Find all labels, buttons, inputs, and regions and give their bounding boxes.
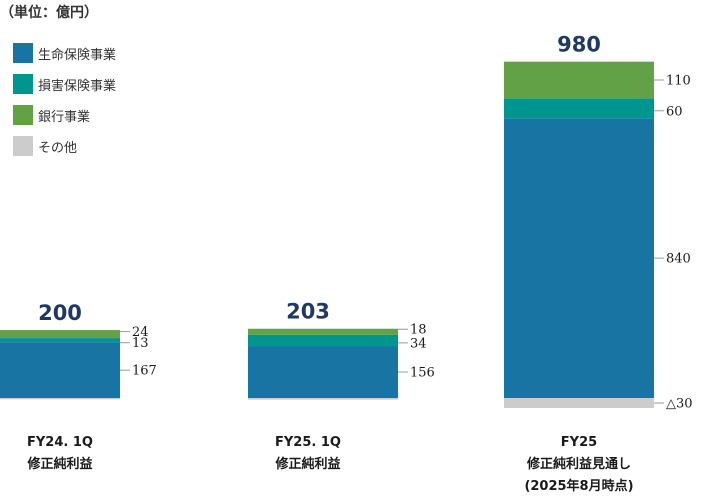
unit-label: （単位：億円） bbox=[0, 5, 98, 21]
segment-value-label: 24 bbox=[132, 325, 149, 340]
bar-segment bbox=[0, 338, 120, 343]
total-label: 203 bbox=[286, 300, 330, 324]
category-label: FY25. 1Q bbox=[275, 435, 341, 450]
bar-segment bbox=[504, 118, 654, 398]
category-label: 修正純利益見通し bbox=[526, 456, 631, 472]
legend-label-bank: 銀行事業 bbox=[38, 109, 91, 125]
category-label: 修正純利益 bbox=[26, 456, 92, 472]
category-label: FY24. 1Q bbox=[27, 435, 93, 450]
legend-label-nonlife: 損害保険事業 bbox=[38, 78, 117, 94]
legend-label-other: その他 bbox=[38, 140, 78, 156]
segment-value-label: 60 bbox=[666, 104, 683, 119]
legend-item-bank: 銀行事業 bbox=[13, 104, 116, 126]
legend-swatch-nonlife bbox=[13, 74, 33, 94]
legend-item-life: 生命保険事業 bbox=[13, 42, 116, 64]
legend-item-other: その他 bbox=[13, 135, 116, 157]
bar-segment bbox=[504, 398, 654, 408]
segment-value-label: 110 bbox=[666, 73, 691, 88]
legend-swatch-other bbox=[13, 136, 33, 156]
bar-segment bbox=[248, 328, 398, 335]
total-label: 200 bbox=[38, 301, 82, 325]
segment-value-label: 167 bbox=[132, 364, 157, 379]
bar-segment bbox=[0, 330, 120, 339]
segment-value-label: 34 bbox=[410, 336, 427, 351]
total-label: 980 bbox=[557, 33, 601, 57]
category-label: (2025年8月時点) bbox=[524, 478, 633, 494]
bar-segment bbox=[0, 398, 120, 400]
category-label: 修正純利益 bbox=[274, 456, 340, 472]
bar-segment bbox=[248, 334, 398, 347]
bar-segment bbox=[248, 398, 398, 400]
bar-segment bbox=[504, 98, 654, 119]
segment-value-label: 156 bbox=[410, 366, 435, 381]
legend-swatch-life bbox=[13, 43, 33, 63]
legend: 生命保険事業 損害保険事業 銀行事業 その他 bbox=[13, 42, 116, 166]
bar-segment bbox=[248, 346, 398, 398]
segment-value-label: 18 bbox=[410, 323, 427, 338]
legend-label-life: 生命保険事業 bbox=[38, 47, 117, 63]
bar-segment bbox=[504, 61, 654, 99]
bar-segment bbox=[0, 342, 120, 398]
segment-value-label: △30 bbox=[666, 396, 693, 411]
legend-swatch-bank bbox=[13, 105, 33, 125]
segment-value-label: 840 bbox=[666, 252, 691, 267]
legend-item-nonlife: 損害保険事業 bbox=[13, 73, 116, 95]
segment-value-label: 13 bbox=[132, 336, 149, 351]
category-label: FY25 bbox=[561, 435, 597, 450]
